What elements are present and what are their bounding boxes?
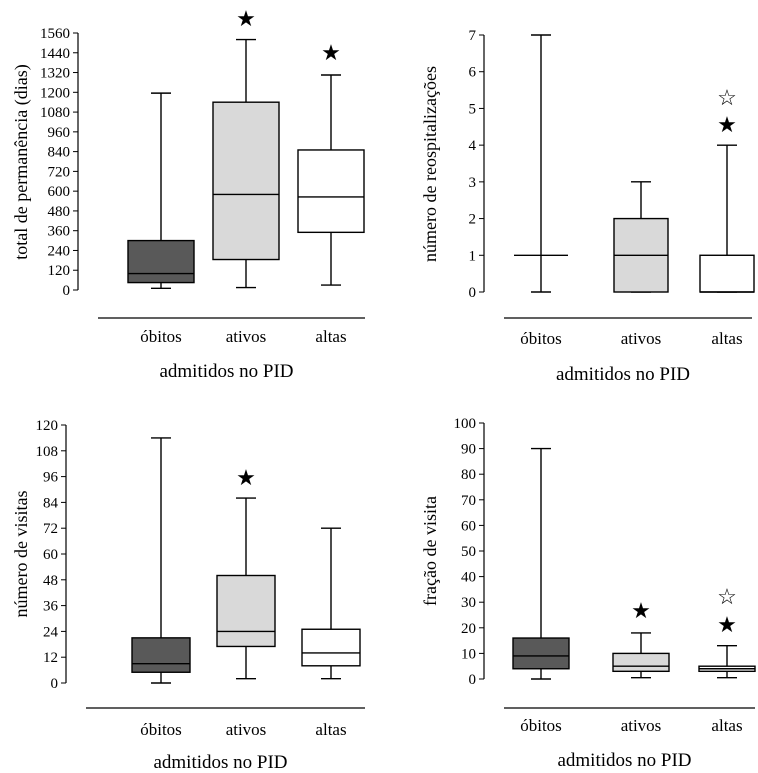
y-tick-label: 840: [48, 145, 71, 161]
y-tick-label: 6: [469, 65, 477, 81]
y-tick-label: 90: [461, 442, 476, 458]
x-tick-label: ativos: [621, 329, 662, 348]
y-tick-label: 0: [51, 676, 59, 692]
box-iqr: [297, 149, 365, 234]
chart-panel-4: 0 10 20 30 40 50 60 70 80 90 100 óbitos ativos altas ★…: [420, 416, 756, 771]
y-tick-label: 1200: [40, 85, 70, 101]
chart-panel-1: 0 120 240 360 480 600 720 840 960 1080 1200 1320 144…: [11, 6, 365, 382]
x-axis-title: admitidos no PID: [557, 750, 691, 771]
y-tick-label: 72: [43, 521, 58, 537]
y-tick-label: 120: [36, 418, 59, 434]
box-iqr: [216, 574, 276, 648]
box-ativos: [612, 632, 670, 679]
y-tick-label: 5: [469, 101, 477, 117]
box-óbitos: [127, 92, 195, 290]
y-tick-label: 36: [43, 599, 59, 615]
y-tick-label: 600: [48, 184, 71, 200]
y-tick-label: 1080: [40, 105, 70, 121]
box-ativos: [216, 497, 276, 680]
box-iqr: [212, 101, 280, 261]
open-star-marker: ☆: [717, 584, 737, 609]
y-tick-label: 70: [461, 493, 476, 509]
open-star-marker: ☆: [717, 85, 737, 110]
box-altas: [698, 645, 756, 679]
x-tick-label: altas: [315, 720, 346, 739]
box-óbitos: [512, 447, 570, 680]
box-óbitos: [514, 34, 568, 293]
y-tick-label: 12: [43, 650, 58, 666]
x-tick-label: altas: [711, 329, 742, 348]
box-iqr: [127, 239, 195, 284]
x-tick-label: ativos: [226, 720, 267, 739]
y-tick-label: 480: [48, 204, 71, 220]
box-iqr: [131, 637, 191, 673]
y-axis-title: número de reospitalizações: [420, 66, 440, 262]
box-ativos: [613, 181, 669, 293]
y-tick-label: 0: [469, 285, 477, 301]
y-tick-label: 3: [469, 175, 477, 191]
box-iqr: [612, 652, 670, 673]
filled-star-marker: ★: [631, 598, 651, 623]
y-tick-label: 0: [63, 283, 71, 299]
y-tick-label: 720: [48, 164, 71, 180]
box-ativos: [212, 38, 280, 289]
y-tick-label: 0: [469, 672, 477, 688]
y-tick-label: 108: [36, 444, 59, 460]
y-tick-label: 1320: [40, 66, 70, 82]
box-óbitos: [131, 437, 191, 684]
filled-star-marker: ★: [321, 40, 341, 65]
filled-star-marker: ★: [717, 612, 737, 637]
y-axis-title: número de visitas: [11, 491, 31, 618]
y-tick-label: 50: [461, 544, 476, 560]
y-tick-label: 1: [469, 248, 477, 264]
y-tick-label: 1440: [40, 46, 70, 62]
box-iqr: [699, 254, 755, 293]
chart-panel-2: 0 1 2 3 4 5 6 7 óbitos ativos altas ☆★ admitidos no …: [420, 28, 755, 385]
box-altas: [297, 74, 365, 286]
y-tick-label: 60: [43, 547, 58, 563]
x-tick-label: altas: [711, 716, 742, 735]
box-iqr: [512, 637, 570, 670]
box-altas: [699, 144, 755, 293]
y-tick-label: 84: [43, 495, 59, 511]
y-tick-label: 96: [43, 470, 59, 486]
box-iqr: [301, 628, 361, 667]
y-tick-label: 360: [48, 224, 71, 240]
x-tick-label: óbitos: [140, 327, 182, 346]
y-axis-title: fração de visita: [420, 496, 440, 606]
x-tick-label: óbitos: [140, 720, 182, 739]
y-tick-label: 30: [461, 595, 476, 611]
x-tick-label: altas: [315, 327, 346, 346]
x-axis-title: admitidos no PID: [159, 361, 293, 382]
x-tick-label: óbitos: [520, 329, 562, 348]
x-tick-label: ativos: [226, 327, 267, 346]
y-tick-label: 80: [461, 467, 476, 483]
y-tick-label: 40: [461, 570, 476, 586]
x-tick-label: óbitos: [520, 716, 562, 735]
y-tick-label: 100: [454, 416, 477, 432]
y-tick-label: 240: [48, 243, 71, 259]
y-tick-label: 60: [461, 518, 476, 534]
y-axis-title: total de permanência (dias): [11, 64, 32, 259]
y-tick-label: 7: [469, 28, 477, 44]
y-tick-label: 120: [48, 263, 71, 279]
chart-panel-3: 0 12 24 36 48 60 72 84 96 108 120 óbitos ativos altas…: [11, 418, 365, 773]
filled-star-marker: ★: [717, 112, 737, 137]
filled-star-marker: ★: [236, 6, 256, 31]
y-tick-label: 10: [461, 646, 476, 662]
y-tick-label: 48: [43, 573, 58, 589]
box-altas: [301, 527, 361, 680]
x-axis-title: admitidos no PID: [153, 752, 287, 773]
x-axis-title: admitidos no PID: [556, 364, 690, 385]
y-tick-label: 960: [48, 125, 71, 141]
y-tick-label: 20: [461, 621, 476, 637]
y-tick-label: 24: [43, 624, 59, 640]
y-tick-label: 4: [469, 138, 477, 154]
y-tick-label: 2: [469, 212, 477, 228]
y-tick-label: 1560: [40, 26, 70, 42]
x-tick-label: ativos: [621, 716, 662, 735]
filled-star-marker: ★: [236, 465, 256, 490]
